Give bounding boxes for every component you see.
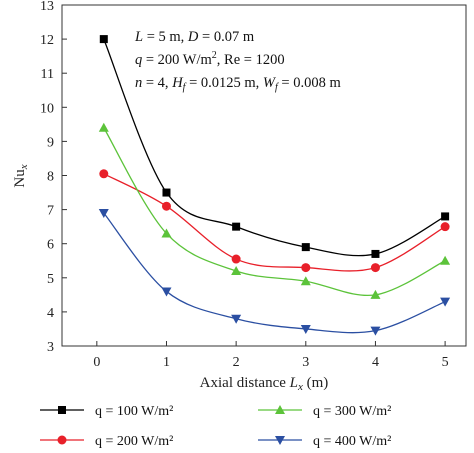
data-point bbox=[441, 212, 450, 221]
y-tick-label: 13 bbox=[40, 0, 54, 14]
data-point bbox=[440, 255, 451, 265]
data-point bbox=[371, 249, 380, 258]
legend-marker bbox=[275, 405, 285, 414]
series-line bbox=[103, 127, 446, 297]
data-point bbox=[231, 254, 241, 264]
x-tick-label: 0 bbox=[93, 355, 100, 370]
data-point bbox=[440, 222, 450, 232]
series-line bbox=[103, 38, 446, 257]
data-point bbox=[99, 35, 108, 44]
y-tick-label: 11 bbox=[41, 67, 54, 82]
data-point bbox=[231, 314, 242, 324]
y-tick-label: 9 bbox=[47, 135, 54, 150]
series-layer bbox=[98, 35, 451, 336]
y-tick-label: 6 bbox=[47, 238, 54, 253]
data-point bbox=[161, 201, 171, 211]
data-point bbox=[300, 324, 311, 334]
data-point bbox=[161, 228, 172, 238]
series-line bbox=[103, 212, 446, 334]
y-tick-label: 7 bbox=[47, 204, 54, 219]
y-axis-title: Nux bbox=[12, 164, 30, 187]
x-tick-label: 3 bbox=[302, 355, 309, 370]
data-point bbox=[301, 263, 311, 273]
legend-label: q = 100 W/m² bbox=[95, 404, 173, 419]
annotation-line-3: n = 4, Hf = 0.0125 m, Wf = 0.008 m bbox=[135, 75, 341, 93]
x-tick-label: 4 bbox=[372, 355, 379, 370]
y-tick-label: 5 bbox=[47, 272, 54, 287]
data-point bbox=[370, 263, 380, 273]
data-point bbox=[440, 297, 451, 307]
legend: q = 100 W/m² q = 200 W/m² q = 300 W/m² q = … bbox=[40, 404, 391, 449]
y-tick-label: 8 bbox=[47, 170, 54, 185]
y-tick-label: 3 bbox=[47, 340, 54, 355]
legend-label: q = 300 W/m² bbox=[313, 404, 391, 419]
data-point bbox=[301, 243, 310, 252]
data-point bbox=[99, 169, 109, 179]
data-point bbox=[370, 326, 381, 336]
legend-marker bbox=[58, 406, 66, 414]
legend-label: q = 400 W/m² bbox=[313, 434, 391, 449]
annotation-line-1: L = 5 m, D = 0.07 m bbox=[134, 29, 255, 45]
y-tick-label: 12 bbox=[40, 33, 54, 48]
legend-label: q = 200 W/m² bbox=[95, 434, 173, 449]
y-tick-label: 4 bbox=[47, 306, 54, 321]
data-point bbox=[98, 209, 109, 219]
x-tick-label: 5 bbox=[442, 355, 449, 370]
data-point bbox=[232, 222, 241, 231]
data-point bbox=[162, 188, 171, 197]
y-tick-label: 10 bbox=[40, 101, 54, 116]
data-point bbox=[161, 287, 172, 297]
x-tick-label: 2 bbox=[233, 355, 240, 370]
data-point bbox=[370, 289, 381, 299]
x-axis-title: Axial distance Lx (m) bbox=[200, 375, 329, 393]
data-point bbox=[231, 265, 242, 275]
legend-marker bbox=[57, 435, 67, 445]
series-line bbox=[103, 173, 446, 272]
x-tick-label: 1 bbox=[163, 355, 170, 370]
annotation-line-2: q = 200 W/m2, Re = 1200 bbox=[135, 50, 285, 68]
data-point bbox=[300, 276, 311, 286]
legend-marker bbox=[275, 436, 285, 445]
data-point bbox=[98, 122, 109, 132]
